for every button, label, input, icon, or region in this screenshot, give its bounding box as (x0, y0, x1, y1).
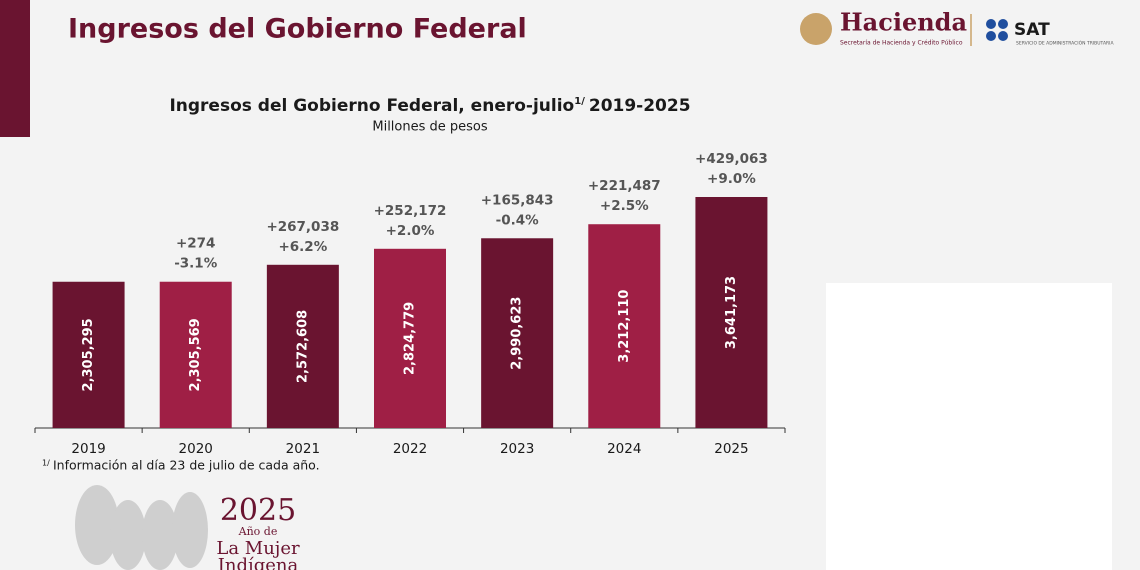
badge-line: Año de (238, 525, 278, 538)
footnote-text: Información al día 23 de julio de cada a… (53, 458, 320, 473)
bar (374, 248, 446, 428)
badge-year: 2025 (220, 493, 296, 528)
value-label: 2,305,569 (188, 318, 203, 391)
bar (588, 224, 661, 428)
badge-line: La Mujer (216, 538, 300, 559)
change-percent: +2.0% (386, 223, 435, 239)
change-percent: -3.1% (174, 256, 218, 272)
change-value: +267,038 (266, 219, 339, 235)
bar (266, 264, 339, 428)
change-percent: -0.4% (496, 212, 540, 228)
x-tick-label: 2025 (714, 441, 748, 457)
footnote-marker: 1/ (42, 459, 50, 468)
change-percent: +6.2% (278, 239, 327, 255)
logo-subtitle: Secretaría de Hacienda y Crédito Público (840, 40, 963, 47)
change-percent: +2.5% (600, 198, 649, 214)
x-tick-label: 2019 (71, 441, 105, 457)
bar (52, 281, 125, 428)
value-label: 2,305,295 (81, 318, 96, 391)
blank-panel (826, 283, 1112, 570)
value-label: 2,990,623 (510, 297, 525, 370)
bar (481, 238, 554, 428)
change-value: +221,487 (588, 178, 661, 194)
illustration (75, 485, 208, 570)
chart-title-suffix: 2019-2025 (589, 96, 691, 116)
change-value: +429,063 (695, 151, 768, 167)
chart-title: Ingresos del Gobierno Federal, enero-jul… (169, 96, 690, 116)
value-label: 2,572,608 (295, 310, 310, 383)
bar (159, 281, 232, 428)
change-percent: +9.0% (707, 171, 756, 187)
side-strip (0, 0, 30, 137)
x-tick-label: 2024 (607, 441, 641, 457)
x-tick-label: 2022 (393, 441, 427, 457)
bar (695, 197, 768, 428)
slide-title: Ingresos del Gobierno Federal (68, 14, 527, 45)
change-value: +165,843 (481, 192, 554, 208)
logo-name: Hacienda (840, 8, 967, 37)
x-tick-label: 2020 (179, 441, 213, 457)
x-tick-label: 2023 (500, 441, 534, 457)
change-value: +274 (176, 236, 216, 252)
change-value: +252,172 (374, 203, 447, 219)
value-label: 3,641,173 (724, 276, 739, 349)
badge-line: Indígena (218, 555, 299, 570)
chart-title-note: 1/ (574, 96, 585, 107)
sat-name: SAT (1014, 20, 1050, 40)
x-tick-label: 2021 (286, 441, 320, 457)
value-label: 2,824,779 (403, 302, 418, 375)
chart-title-main: Ingresos del Gobierno Federal, enero-jul… (169, 96, 574, 116)
emblem (800, 13, 832, 45)
sat-icon (986, 19, 1008, 41)
value-label: 3,212,110 (617, 290, 632, 363)
chart-subtitle: Millones de pesos (372, 120, 488, 135)
sat-subtitle: SERVICIO DE ADMINISTRACIÓN TRIBUTARIA (1016, 40, 1114, 47)
